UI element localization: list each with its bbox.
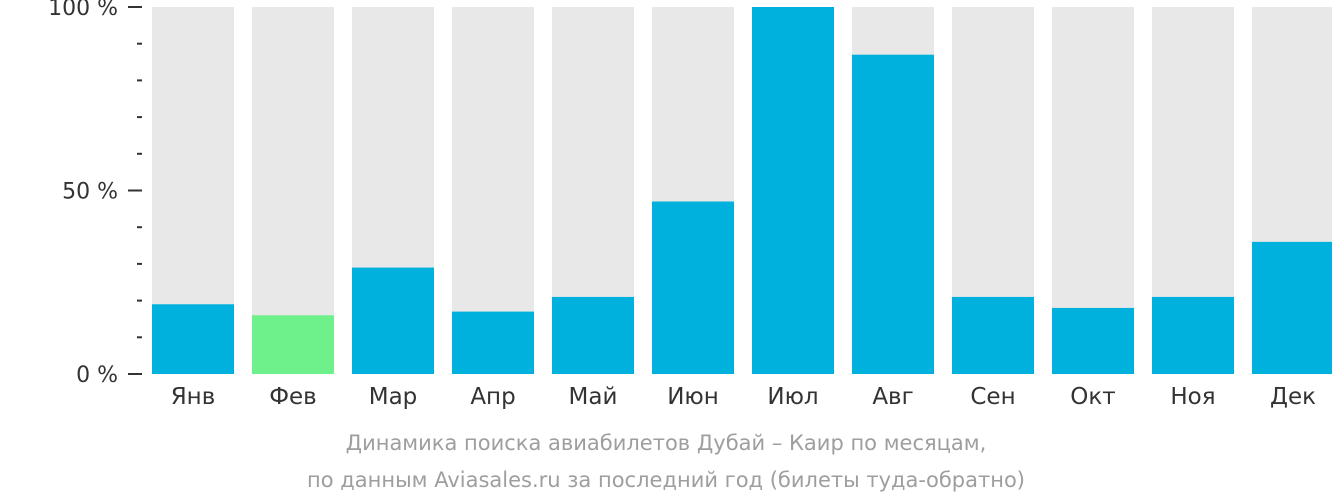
y-tick-label: 50 % (62, 180, 118, 205)
x-tick-label: Апр (470, 384, 515, 410)
chart-caption-line-2: по данным Aviasales.ru за последний год … (307, 468, 1025, 492)
x-tick-label: Мар (369, 384, 418, 410)
x-tick-label: Янв (171, 384, 216, 410)
y-axis: 100 % 50 % 0 % (48, 0, 142, 388)
bar-4[interactable] (452, 311, 534, 374)
bar-1[interactable] (152, 304, 234, 374)
x-tick-label: Ноя (1170, 384, 1215, 410)
x-tick-label: Авг (872, 384, 913, 410)
x-tick-label: Июн (667, 384, 719, 410)
bar-10[interactable] (1052, 307, 1134, 374)
y-tick-label: 100 % (48, 0, 118, 21)
x-axis-labels: Янв Фев Мар Апр Май Июн Июл Авг Сен Окт Ноя Дек (171, 384, 1316, 410)
x-tick-label: Фев (269, 384, 317, 410)
bars-group (152, 7, 1332, 375)
x-tick-label: Дек (1270, 384, 1316, 410)
bar-7[interactable] (752, 7, 834, 374)
x-tick-label: Сен (970, 384, 1015, 410)
bar-background (252, 7, 334, 374)
y-tick-label: 0 % (76, 363, 118, 388)
chart-canvas: 100 % 50 % 0 % Янв Фев Мар Апр Май Июн Июл Авг Сен… (48, 0, 1332, 410)
bar-6[interactable] (652, 201, 734, 374)
bar-2[interactable] (252, 315, 334, 374)
chart-caption-line-1: Динамика поиска авиабилетов Дубай – Каир… (345, 431, 987, 455)
bar-8[interactable] (852, 54, 934, 375)
x-tick-label: Май (569, 384, 618, 410)
bar-12[interactable] (1252, 241, 1332, 374)
bar-9[interactable] (952, 296, 1034, 374)
x-tick-label: Июл (767, 384, 818, 410)
bar-3[interactable] (352, 267, 434, 374)
x-tick-label: Окт (1070, 384, 1115, 410)
bar-11[interactable] (1152, 296, 1234, 374)
bar-5[interactable] (552, 296, 634, 374)
